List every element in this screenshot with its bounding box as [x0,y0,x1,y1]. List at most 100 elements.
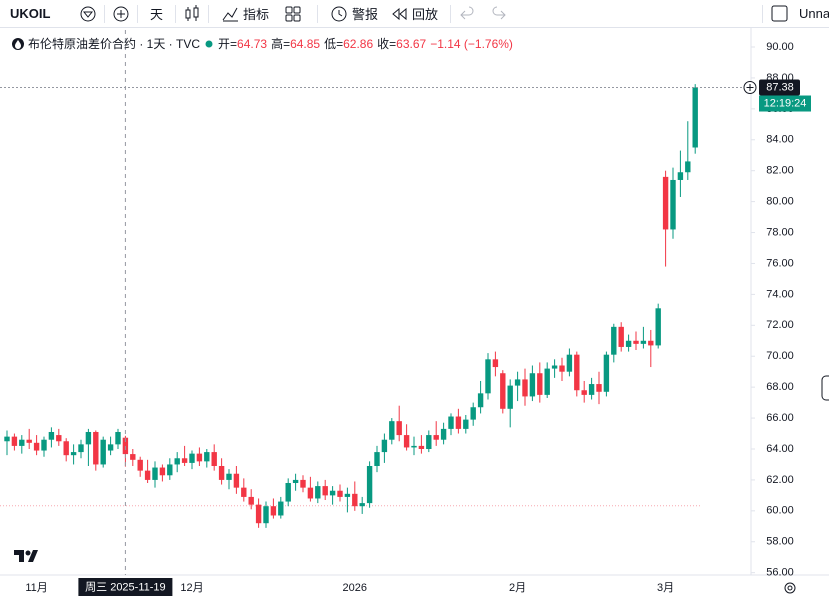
y-tick-label: 68.00 [766,381,794,393]
ohlc-label: 低= [324,37,344,51]
scroll-handle[interactable] [821,375,829,401]
candle-body [662,176,669,230]
ohlc: 开=64.73 高=64.85 低=62.86 收=63.67 [218,35,426,52]
y-tick-label: 84.00 [766,134,794,146]
checkbox[interactable] [769,4,791,24]
candle-body [285,483,291,502]
icon[interactable] [78,4,98,24]
candle-body [670,179,676,230]
add-icon[interactable] [111,4,131,24]
candle-body [322,486,328,496]
y-tick-label: 78.00 [766,226,794,238]
symbol[interactable]: UKOIL [10,6,51,21]
candle-body [93,431,99,465]
candle-body [529,373,536,397]
ohlc-item: 低=62.86 [324,35,373,52]
candle-body [477,393,484,408]
candle-body [403,435,410,448]
candle-body [41,439,47,451]
undo-redo[interactable] [457,4,517,24]
icon [392,7,407,20]
ohlc-item: 高=64.85 [271,35,320,52]
x-tick-label: 2026 [343,582,367,594]
candle-body [633,340,639,344]
candle-body [648,340,654,346]
candle-body [167,464,173,476]
label: 回放 [412,7,439,22]
layout-icon[interactable] [283,4,303,24]
candle-body [19,439,25,446]
y-tick-label: 88.00 [766,72,794,84]
label: 指标 [243,7,270,22]
chart-title: 布伦特原油差价合约 · 1天 · TVC [28,37,201,51]
candle-body [144,470,151,480]
y-tick-label: 58.00 [766,536,794,548]
candle-body [411,445,417,448]
candle-body [137,459,143,471]
y-tick-label: 62.00 [766,474,794,486]
candle-body [70,452,77,456]
candle-body [4,436,10,442]
ohlc-item: 开=64.73 [218,35,267,52]
candle-body [692,87,698,148]
candle-body [78,444,84,453]
indicators-button[interactable]: 指标 [221,4,269,23]
candle-body [559,365,565,372]
y-tick-label: 90.00 [766,41,794,53]
layout-name[interactable]: Unnamed [799,6,829,21]
candle-body [292,479,299,484]
toolbar: UKOIL 天 指标 警报 回放 Unnamed [0,0,829,28]
candle-body [181,458,188,463]
tv-logo [14,550,38,562]
candle-body [196,453,203,462]
candle-body [107,444,114,451]
candle-body [507,385,513,409]
candle-body [226,473,232,480]
replay-button[interactable]: 回放 [390,4,438,23]
candle-body [359,503,365,507]
candle-body [278,501,284,516]
candle-body [611,326,617,355]
candle-body [26,439,32,443]
ohlc-value: 62.86 [343,37,374,51]
candle-body [426,435,432,449]
alerts-button[interactable]: 警报 [330,4,378,23]
candle-body [470,407,476,420]
ohlc-value: 64.85 [290,37,321,51]
candle-body [300,479,306,488]
y-tick-label: 66.00 [766,412,794,424]
interval[interactable]: 天 [150,7,164,22]
candle-body [677,172,684,180]
ohlc-value: 63.67 [396,37,427,51]
candle-body [500,373,506,409]
candle-body [544,368,550,395]
candle-body [63,441,69,456]
candle-body [551,365,558,369]
candle-body [418,445,425,449]
countdown-box [759,95,811,112]
candle-body [270,506,277,516]
x-tick-label: 2月 [509,582,526,594]
candle-body [381,439,388,453]
candle-body [255,504,262,524]
candle-body [485,359,491,394]
settings-icon[interactable] [784,582,796,594]
candle-body [433,435,439,440]
candle-body [389,421,395,440]
chart-type-icon[interactable] [182,4,202,24]
candle-body [48,431,55,440]
y-tick-label: 56.00 [766,567,794,579]
y-tick-label: 80.00 [766,196,794,208]
candle-body [329,490,336,496]
y-tick-label: 82.00 [766,165,794,177]
candle-body [603,354,610,392]
add-alert-icon[interactable] [743,81,757,95]
add-alert-plus [746,84,754,92]
legend: 布伦特原油差价合约 · 1天 · TVC 开=64.73 高=64.85 低=62.… [12,35,513,52]
candle-body [492,359,499,368]
y-tick-label: 76.00 [766,257,794,269]
candle-body [307,487,314,499]
candle-body [11,436,18,446]
candle-body [455,416,462,429]
